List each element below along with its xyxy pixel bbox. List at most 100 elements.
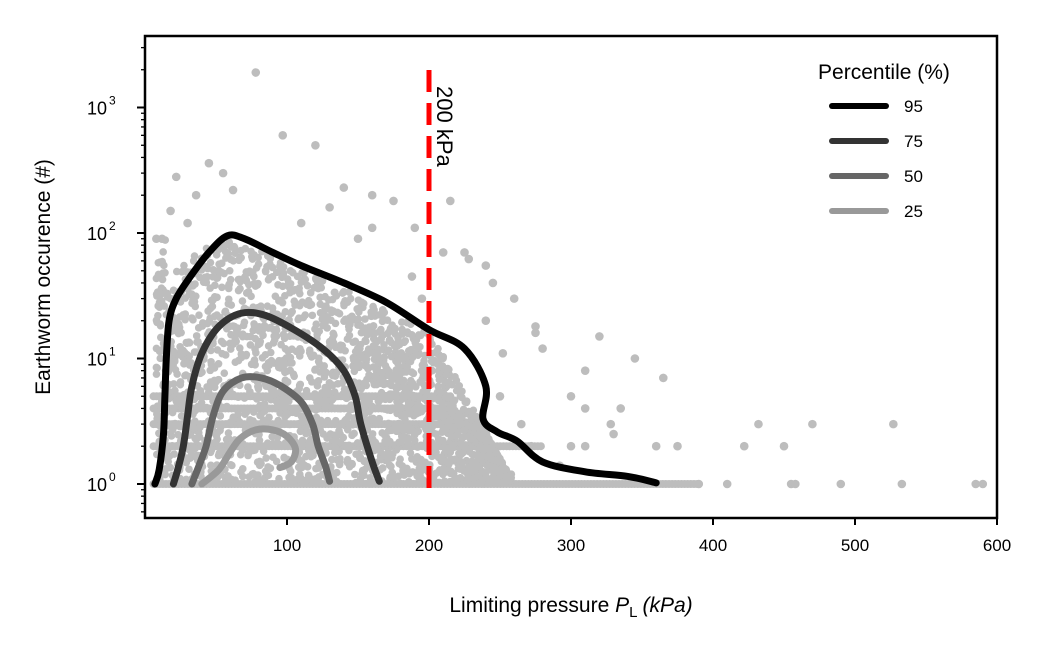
scatter-point <box>380 308 389 317</box>
scatter-point <box>302 429 310 438</box>
contour-line-50 <box>188 373 334 488</box>
scatter-point <box>164 451 173 460</box>
scatter-point <box>447 455 455 464</box>
scatter-point <box>402 385 411 393</box>
scatter-point <box>207 346 215 355</box>
scatter-point <box>458 458 467 467</box>
scatter-point <box>238 297 247 305</box>
scatter-point <box>412 409 421 418</box>
scatter-point <box>272 326 281 335</box>
scatter-point <box>185 361 194 369</box>
scatter-point <box>266 464 275 473</box>
scatter-point <box>659 373 668 383</box>
scatter-point <box>412 336 421 344</box>
scatter-point <box>255 457 264 466</box>
scatter-point <box>326 430 335 438</box>
scatter-point <box>368 430 377 438</box>
scatter-point <box>235 256 243 265</box>
scatter-point <box>214 359 223 368</box>
scatter-point <box>325 337 334 346</box>
scatter-point <box>235 419 244 428</box>
scatter-point <box>630 354 640 363</box>
scatter-point <box>404 469 413 478</box>
legend-label-95: 95 <box>904 97 923 116</box>
scatter-point <box>462 398 471 407</box>
scatter-point <box>251 446 259 454</box>
scatter-point <box>240 394 249 402</box>
scatter-point <box>378 377 387 385</box>
scatter-point <box>430 356 439 365</box>
scatter-point <box>836 479 846 489</box>
scatter-point <box>484 480 493 488</box>
scatter-point <box>351 337 360 346</box>
scatter-point <box>206 258 215 267</box>
scatter-point <box>321 292 329 301</box>
scatter-point <box>319 313 328 322</box>
scatter-point <box>189 295 197 304</box>
scatter-point <box>351 478 360 487</box>
scatter-point <box>441 465 449 474</box>
scatter-point <box>434 435 443 443</box>
scatter-point <box>340 301 348 310</box>
scatter-point <box>200 403 208 412</box>
y-tick-label: 10 <box>87 224 107 244</box>
scatter-point <box>365 407 374 416</box>
scatter-point <box>305 446 313 455</box>
scatter-point <box>185 465 193 474</box>
scatter-point <box>448 409 456 418</box>
scatter-point <box>496 471 504 480</box>
scatter-point <box>609 429 618 439</box>
scatter-point <box>897 479 907 489</box>
scatter-point <box>210 379 219 388</box>
scatter-point <box>367 190 377 200</box>
scatter-point <box>244 383 252 391</box>
scatter-point <box>152 370 161 378</box>
scatter-point <box>458 434 467 443</box>
scatter-point <box>346 294 355 303</box>
scatter-point <box>222 254 230 262</box>
scatter-point <box>238 465 247 473</box>
scatter-point <box>438 399 447 408</box>
scatter-point <box>496 454 504 463</box>
scatter-point <box>163 293 172 301</box>
scatter-point <box>971 479 980 489</box>
scatter-point <box>889 419 898 429</box>
scatter-point <box>259 447 268 456</box>
scatter-point <box>315 327 324 336</box>
scatter-point <box>673 441 682 451</box>
scatter-point <box>325 203 334 212</box>
scatter-point <box>438 456 447 465</box>
scatter-point <box>440 426 448 435</box>
scatter-point <box>407 376 415 385</box>
scatter-point <box>261 267 270 276</box>
scatter-point <box>463 466 472 475</box>
scatter-point <box>254 253 262 262</box>
scatter-point <box>264 324 273 332</box>
scatter-point <box>419 371 428 379</box>
scatter-point <box>263 302 272 310</box>
scatter-point <box>374 397 383 405</box>
scatter-point <box>340 317 348 326</box>
scatter-point <box>451 373 459 381</box>
scatter-point <box>397 349 406 357</box>
scatter-point <box>320 303 329 311</box>
scatter-point <box>180 348 189 357</box>
scatter-point <box>436 406 445 414</box>
y-tick-label: 10 <box>87 475 107 495</box>
scatter-point <box>158 275 167 284</box>
scatter-point <box>356 321 365 330</box>
scatter-point <box>191 444 199 453</box>
scatter-point <box>195 423 204 432</box>
scatter-point <box>348 313 357 321</box>
scatter-point <box>280 403 288 412</box>
scatter-point <box>171 172 181 182</box>
scatter-point <box>256 392 264 400</box>
scatter-point <box>207 296 216 305</box>
scatter-point <box>352 364 360 372</box>
scatter-point <box>263 393 271 402</box>
scatter-point <box>531 328 540 338</box>
scatter-point <box>273 439 282 447</box>
scatter-point <box>236 450 245 459</box>
scatter-point <box>351 356 359 365</box>
scatter-point <box>978 479 988 489</box>
